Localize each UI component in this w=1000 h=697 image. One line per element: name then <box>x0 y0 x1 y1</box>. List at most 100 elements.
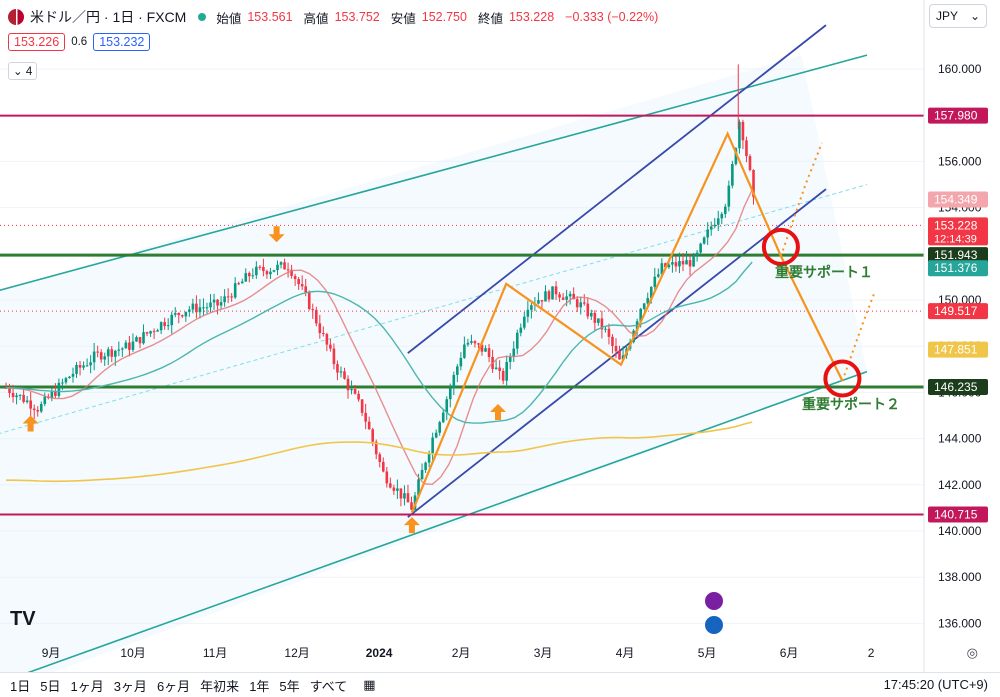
candle-body <box>600 318 604 330</box>
candle-body <box>621 355 625 360</box>
candle-body <box>272 270 276 272</box>
support2-annotation: 重要サポート２ <box>802 396 900 412</box>
candle-body <box>329 344 332 349</box>
candle-body <box>230 296 233 298</box>
candle-body <box>219 302 223 306</box>
candle-body <box>367 421 371 430</box>
range-3m[interactable]: 3ヶ月 <box>113 678 147 694</box>
date-range-calendar-icon[interactable]: ▦ <box>363 677 376 692</box>
indicator-count: 4 <box>25 66 33 78</box>
lightning-event-icon <box>705 592 723 610</box>
spread-value: 0.6 <box>71 36 88 48</box>
range-1y[interactable]: 1年 <box>249 678 270 694</box>
change-value: −0.333 (−0.22%) <box>565 10 659 24</box>
candle-body <box>494 367 498 370</box>
price-tick-label: 156.000 <box>938 154 982 168</box>
candle-body <box>68 376 71 379</box>
candle-body <box>371 429 375 442</box>
range-1d[interactable]: 1日 <box>10 678 31 694</box>
settings-gear-icon[interactable]: ◎ <box>966 645 978 660</box>
candle-body <box>244 273 248 282</box>
range-6m[interactable]: 6ヶ月 <box>156 678 191 694</box>
candle-body <box>318 323 322 334</box>
candle-body <box>255 266 258 276</box>
symbol-title[interactable]: 米ドル／円 · 1日 · FXCM <box>30 9 187 25</box>
candle-body <box>501 370 505 381</box>
candle-body <box>505 361 508 381</box>
candle-body <box>209 302 212 308</box>
candle-body <box>452 374 456 389</box>
candle-body <box>170 314 174 326</box>
support1-circle <box>761 227 800 266</box>
channel-midline <box>0 184 868 434</box>
candle-body <box>350 389 353 391</box>
bottom-toolbar: 1日 5日 1ヶ月 3ヶ月 6ヶ月 年初来 1年 5年 すべて ▦ 17:45:… <box>0 672 1000 697</box>
range-all[interactable]: すべて <box>309 678 348 694</box>
candle-body <box>484 348 487 352</box>
time-tick-label: 3月 <box>534 646 553 660</box>
open-label: 始値 <box>216 11 242 26</box>
candle-body <box>716 218 720 225</box>
price-label-badge <box>928 378 988 395</box>
channel-fill <box>0 55 867 692</box>
lower-trend-line <box>0 370 868 684</box>
open-value: 153.561 <box>247 10 293 24</box>
price-tick-label: 142.000 <box>938 478 982 492</box>
arrow-up-icon <box>403 517 420 534</box>
candle-body <box>544 291 547 302</box>
candle-body <box>685 260 688 265</box>
price-label-badge <box>928 191 988 208</box>
candle-body <box>110 349 114 357</box>
price-label-text: 147.851 <box>934 343 978 357</box>
candle-body <box>145 332 149 334</box>
candle-body <box>727 185 731 207</box>
ask-button[interactable]: 153.232 <box>93 33 151 51</box>
candle-body <box>614 345 618 352</box>
blue-channel-lower <box>407 188 827 518</box>
candle-body <box>642 303 646 309</box>
bid-button[interactable]: 153.226 <box>8 33 66 51</box>
candle-body <box>286 269 290 271</box>
candle-body <box>709 226 713 230</box>
time-tick-label: 4月 <box>616 646 635 660</box>
candle-body <box>226 296 230 298</box>
candle-body <box>480 344 484 352</box>
candle-body <box>551 286 554 300</box>
projection-up-2 <box>841 290 877 382</box>
candle-body <box>314 309 318 324</box>
candle-body <box>177 313 181 316</box>
candle-body <box>103 356 107 360</box>
low-label: 安値 <box>390 11 416 26</box>
price-label-badge <box>928 107 988 124</box>
candle-body <box>205 307 209 309</box>
range-1m[interactable]: 1ヶ月 <box>70 678 104 694</box>
arrow-up-icon <box>22 415 39 432</box>
range-5d[interactable]: 5日 <box>40 678 61 694</box>
candle-body <box>748 156 752 171</box>
candle-body <box>688 260 692 267</box>
candle-body <box>85 365 89 367</box>
time-axis: 9月 10月 11月 12月 2024 2月 3月 4月 5月 6月 2 TV <box>10 608 875 660</box>
candle-body <box>378 454 382 462</box>
candle-body <box>420 469 424 480</box>
close-label: 終値 <box>477 11 503 26</box>
symbol-header: 米ドル／円 · 1日 · FXCM 始値 153.561 高値 153.752 安値… <box>8 6 663 28</box>
time-tick-label: 12月 <box>284 646 309 660</box>
candle-body <box>530 305 533 310</box>
candle-body <box>657 274 660 277</box>
candle-body <box>671 262 674 265</box>
candle-body <box>353 389 357 394</box>
range-ytd[interactable]: 年初来 <box>200 678 240 694</box>
candle-body <box>135 337 138 342</box>
candle-body <box>54 391 57 396</box>
range-5y[interactable]: 5年 <box>279 678 300 694</box>
clock-time: 17:45:20 (UTC+9) <box>883 677 988 692</box>
currency-select[interactable]: JPY ⌄ <box>929 4 987 28</box>
candle-body <box>339 371 343 373</box>
indicators-toggle[interactable]: ⌄ 4 <box>8 62 38 80</box>
candle-body <box>695 252 699 256</box>
candle-body <box>304 286 308 293</box>
candle-body <box>579 302 583 308</box>
candle-body <box>519 327 523 333</box>
